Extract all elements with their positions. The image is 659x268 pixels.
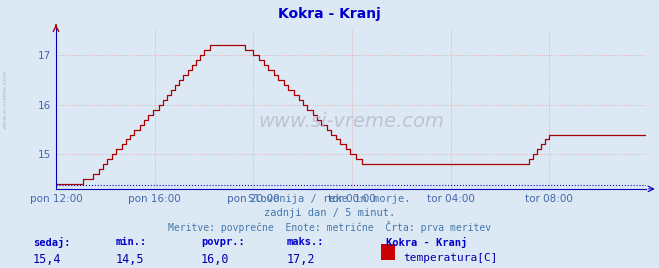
Text: temperatura[C]: temperatura[C] bbox=[403, 253, 498, 263]
Text: Kokra - Kranj: Kokra - Kranj bbox=[386, 237, 467, 248]
Text: maks.:: maks.: bbox=[287, 237, 324, 247]
Text: www.si-vreme.com: www.si-vreme.com bbox=[3, 69, 8, 129]
Text: 14,5: 14,5 bbox=[115, 253, 144, 266]
Text: Kokra - Kranj: Kokra - Kranj bbox=[278, 7, 381, 21]
Text: zadnji dan / 5 minut.: zadnji dan / 5 minut. bbox=[264, 208, 395, 218]
Text: sedaj:: sedaj: bbox=[33, 237, 71, 248]
Text: 16,0: 16,0 bbox=[201, 253, 229, 266]
Text: Meritve: povprečne  Enote: metrične  Črta: prva meritev: Meritve: povprečne Enote: metrične Črta:… bbox=[168, 221, 491, 233]
Text: povpr.:: povpr.: bbox=[201, 237, 244, 247]
Text: 17,2: 17,2 bbox=[287, 253, 315, 266]
Text: 15,4: 15,4 bbox=[33, 253, 61, 266]
Text: min.:: min.: bbox=[115, 237, 146, 247]
Text: Slovenija / reke in morje.: Slovenija / reke in morje. bbox=[248, 194, 411, 204]
Text: www.si-vreme.com: www.si-vreme.com bbox=[258, 112, 444, 131]
